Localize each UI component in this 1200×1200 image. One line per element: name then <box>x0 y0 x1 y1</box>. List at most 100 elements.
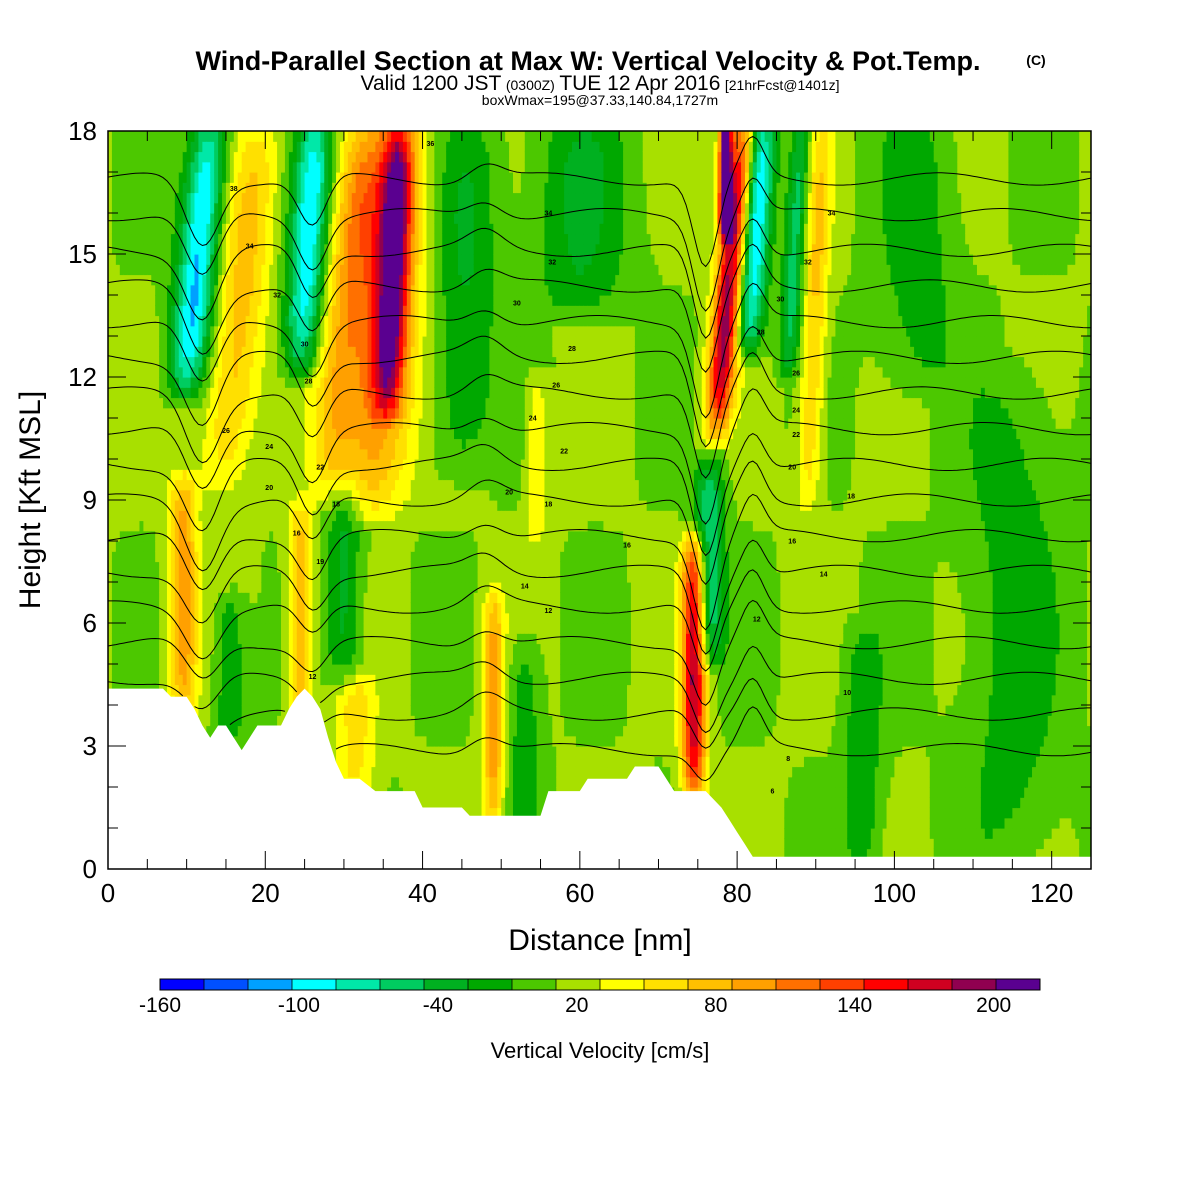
heat-cell <box>241 592 247 604</box>
heat-cell <box>147 397 152 409</box>
heat-cell <box>249 653 255 665</box>
heat-cell <box>222 510 227 522</box>
heat-cell <box>328 694 333 706</box>
heat-cell <box>355 264 361 276</box>
heat-cell <box>210 141 215 153</box>
heat-cell <box>127 510 133 522</box>
heat-cell <box>155 664 160 675</box>
heat-cell <box>300 541 306 552</box>
heat-cell <box>339 653 345 665</box>
heat-cell <box>237 418 243 429</box>
heat-cell <box>347 418 353 429</box>
heat-cell <box>174 243 180 255</box>
heat-cell <box>202 448 207 460</box>
heat-cell <box>123 315 129 327</box>
heat-cell <box>233 489 239 501</box>
heat-cell <box>339 510 345 522</box>
heat-cell <box>139 530 144 542</box>
heat-cell <box>155 674 160 686</box>
heat-cell <box>367 479 373 491</box>
heat-cell <box>359 254 365 265</box>
heat-cell <box>190 407 196 419</box>
heat-cell <box>233 541 239 552</box>
heat-cell <box>367 469 373 481</box>
heat-cell <box>336 500 341 511</box>
heat-cell <box>241 653 247 665</box>
heat-cell <box>170 141 176 153</box>
heat-cell <box>292 633 298 645</box>
heat-cell <box>108 623 113 634</box>
heat-cell <box>147 551 152 563</box>
heat-cell <box>186 254 192 265</box>
heat-cell <box>225 551 231 563</box>
heat-cell <box>198 192 203 204</box>
heat-cell <box>339 551 345 563</box>
heat-cell <box>155 561 160 573</box>
heat-cell <box>190 520 196 532</box>
heat-cell <box>316 541 321 552</box>
heat-cell <box>202 684 207 696</box>
heat-cell <box>198 469 203 481</box>
heat-cell <box>182 387 188 399</box>
heat-cell <box>147 264 152 276</box>
heat-cell <box>332 366 337 378</box>
heat-cell <box>308 356 314 368</box>
heat-cell <box>170 653 176 665</box>
heat-cell <box>339 448 345 460</box>
heat-cell <box>371 623 376 634</box>
heat-cell <box>119 561 125 573</box>
heat-cell <box>218 489 223 501</box>
heat-cell <box>253 274 259 286</box>
heat-cell <box>257 233 262 245</box>
heat-cell <box>198 172 203 183</box>
heat-cell <box>111 653 117 665</box>
heat-cell <box>375 551 380 563</box>
heat-cell <box>265 233 270 245</box>
heat-cell <box>324 643 329 655</box>
heat-cell <box>119 377 125 388</box>
heat-cell <box>135 223 141 235</box>
heat-cell <box>249 489 255 501</box>
heat-cell <box>288 325 294 337</box>
heat-cell <box>222 284 227 296</box>
heat-cell <box>135 141 141 153</box>
heat-cell <box>170 541 176 552</box>
heat-cell <box>198 295 203 306</box>
heat-cell <box>194 448 200 460</box>
heat-cell <box>131 664 137 675</box>
heat-cell <box>363 346 369 358</box>
heat-cell <box>288 694 294 706</box>
heat-cell <box>115 315 121 327</box>
heat-cell <box>222 213 227 224</box>
heat-cell <box>292 664 298 675</box>
heat-cell <box>186 377 192 388</box>
heat-cell <box>194 172 200 183</box>
heat-cell <box>316 530 321 542</box>
heat-cell <box>363 725 369 737</box>
heat-cell <box>241 623 247 634</box>
heat-cell <box>347 459 353 470</box>
heat-cell <box>198 664 203 675</box>
heat-cell <box>178 141 184 153</box>
heat-cell <box>163 397 168 409</box>
heat-cell <box>257 305 262 317</box>
heat-cell <box>229 489 235 501</box>
heat-cell <box>186 161 192 173</box>
heat-cell <box>174 377 180 388</box>
heat-cell <box>304 407 310 419</box>
heat-cell <box>174 192 180 204</box>
heat-cell <box>218 469 223 481</box>
heat-cell <box>288 202 294 214</box>
heat-cell <box>237 325 243 337</box>
heat-cell <box>367 151 373 163</box>
heat-cell <box>300 213 306 224</box>
heat-cell <box>245 172 251 183</box>
heat-cell <box>273 602 278 614</box>
heat-cell <box>194 141 200 153</box>
heat-cell <box>186 284 192 296</box>
heat-cell <box>210 602 215 614</box>
heat-cell <box>194 623 200 634</box>
heat-cell <box>139 653 144 665</box>
heat-cell <box>332 592 337 604</box>
heat-cell <box>202 571 207 583</box>
